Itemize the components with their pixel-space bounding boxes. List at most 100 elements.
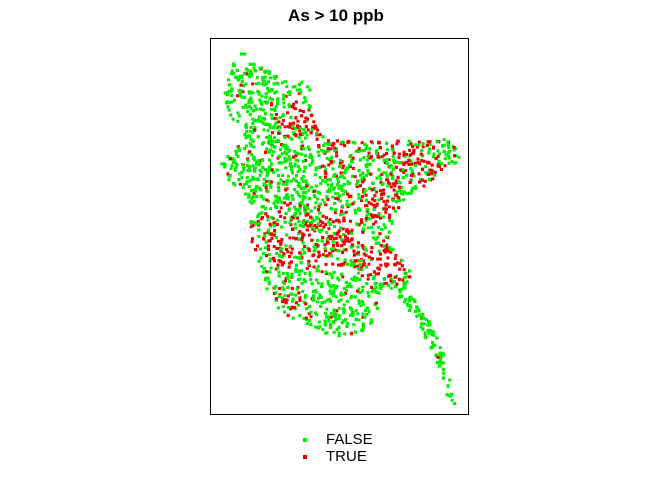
- well-point-false: [237, 89, 241, 93]
- well-point-true: [307, 108, 311, 112]
- well-point-false: [312, 290, 315, 293]
- well-point-false: [262, 197, 266, 201]
- well-point-false: [389, 286, 393, 290]
- well-point-true: [347, 239, 351, 243]
- well-point-false: [228, 174, 232, 177]
- well-point-false: [427, 320, 431, 324]
- well-point-false: [256, 214, 260, 218]
- well-point-true: [283, 125, 287, 129]
- well-point-false: [446, 384, 450, 388]
- well-point-false: [314, 311, 318, 315]
- well-point-false: [283, 293, 287, 297]
- well-point-false: [276, 97, 280, 101]
- well-point-false: [247, 165, 251, 169]
- well-point-true: [318, 133, 322, 137]
- well-point-true: [313, 124, 317, 128]
- well-point-false: [402, 284, 406, 288]
- well-point-false: [279, 148, 282, 152]
- well-point-true: [369, 202, 373, 206]
- well-point-true: [390, 144, 394, 148]
- well-point-false: [403, 286, 407, 290]
- well-point-false: [297, 273, 301, 277]
- well-point-false: [318, 191, 322, 195]
- well-point-false: [255, 194, 259, 198]
- legend-label-false: FALSE: [326, 431, 373, 448]
- well-point-false: [248, 141, 252, 145]
- well-point-false: [433, 173, 437, 177]
- well-point-false: [362, 191, 366, 195]
- well-point-true: [324, 223, 328, 227]
- well-point-false: [296, 278, 300, 282]
- well-point-false: [241, 105, 245, 109]
- well-point-true: [277, 259, 281, 263]
- well-point-true: [340, 263, 344, 267]
- well-point-true: [328, 251, 332, 255]
- well-point-false: [334, 208, 338, 212]
- well-point-true: [353, 175, 357, 179]
- well-point-false: [406, 143, 410, 147]
- well-point-true: [386, 256, 390, 260]
- well-point-false: [277, 294, 281, 298]
- well-point-false: [268, 134, 272, 138]
- well-point-false: [283, 310, 287, 314]
- well-point-false: [244, 126, 248, 130]
- well-point-false: [352, 278, 356, 282]
- well-point-false: [365, 144, 369, 148]
- well-point-true: [392, 188, 396, 192]
- well-point-true: [360, 141, 364, 145]
- well-point-true: [345, 229, 348, 233]
- well-point-true: [356, 264, 360, 268]
- well-point-false: [302, 175, 306, 178]
- well-point-true: [388, 215, 391, 219]
- well-point-true: [341, 166, 345, 170]
- well-point-false: [431, 330, 435, 334]
- well-point-false: [407, 309, 411, 312]
- well-point-false: [263, 117, 266, 121]
- well-point-false: [385, 158, 389, 162]
- well-point-false: [328, 289, 332, 293]
- well-point-true: [412, 151, 416, 155]
- well-point-false: [349, 262, 353, 266]
- well-point-false: [331, 195, 335, 199]
- well-point-false: [365, 207, 369, 211]
- well-point-false: [333, 310, 336, 314]
- well-point-false: [267, 280, 271, 284]
- well-point-false: [412, 174, 416, 178]
- well-point-true: [378, 257, 382, 261]
- well-point-false: [297, 208, 301, 212]
- well-point-true: [331, 249, 335, 253]
- well-point-false: [339, 158, 342, 162]
- well-point-false: [435, 361, 439, 365]
- well-point-false: [283, 160, 287, 164]
- well-point-false: [339, 213, 343, 217]
- well-point-false: [350, 159, 354, 163]
- well-point-true: [313, 126, 317, 130]
- well-point-true: [264, 212, 268, 216]
- well-point-false: [252, 177, 256, 181]
- well-point-true: [300, 238, 304, 242]
- well-point-false: [293, 255, 297, 259]
- well-point-true: [417, 172, 421, 176]
- well-point-true: [298, 109, 302, 112]
- well-point-false: [357, 318, 361, 322]
- well-point-true: [384, 203, 388, 207]
- well-point-false: [332, 314, 336, 318]
- well-point-true: [289, 260, 293, 264]
- well-point-true: [364, 253, 368, 257]
- well-point-false: [338, 314, 342, 318]
- well-point-false: [351, 314, 355, 317]
- well-point-false: [329, 285, 333, 289]
- well-point-true: [264, 186, 268, 190]
- well-point-true: [360, 265, 364, 269]
- well-point-false: [276, 185, 280, 189]
- well-point-true: [268, 222, 272, 226]
- well-point-false: [317, 222, 321, 226]
- well-point-true: [317, 208, 320, 212]
- well-point-false: [353, 208, 357, 212]
- well-point-true: [323, 243, 327, 247]
- well-point-false: [279, 178, 283, 182]
- well-point-false: [454, 154, 458, 158]
- well-point-true: [331, 143, 335, 147]
- well-point-false: [343, 171, 347, 175]
- well-point-true: [352, 253, 356, 257]
